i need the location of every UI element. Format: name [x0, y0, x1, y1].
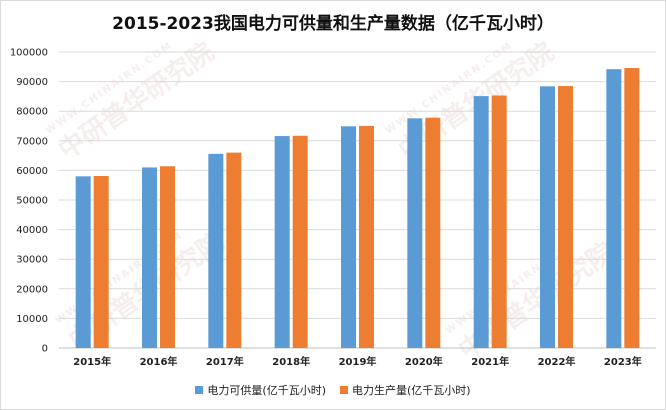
bar-supply [208, 153, 224, 348]
legend-label-production: 电力生产量(亿千瓦小时) [352, 384, 471, 397]
x-tick-label: 2023年 [604, 355, 642, 368]
chart-title: 2015-2023我国电力可供量和生产量数据（亿千瓦小时） [112, 14, 554, 34]
bar-production [160, 166, 175, 348]
bar-supply [606, 69, 622, 348]
bar-production [491, 95, 507, 349]
x-tick-label: 2017年 [206, 355, 244, 368]
bar-production [93, 176, 109, 348]
y-tick-label: 30000 [16, 255, 48, 266]
y-tick-label: 70000 [16, 136, 48, 147]
x-tick-label: 2020年 [405, 355, 443, 368]
legend-label-supply: 电力可供量(亿千瓦小时) [207, 384, 326, 397]
bar-production [359, 126, 374, 348]
y-tick-label: 10000 [16, 314, 48, 325]
x-tick-label: 2019年 [339, 355, 377, 368]
bar-production [226, 152, 242, 348]
x-tick-label: 2021年 [471, 355, 509, 368]
bar-production [624, 67, 640, 348]
y-tick-label: 80000 [16, 107, 48, 118]
legend-item-supply: 电力可供量(亿千瓦小时) [195, 382, 326, 398]
legend-swatch-production [340, 386, 348, 394]
bar-supply [473, 96, 489, 348]
bar-production [558, 86, 573, 348]
bar-supply [75, 176, 91, 348]
x-tick-label: 2015年 [73, 355, 111, 368]
x-tick-label: 2016年 [140, 355, 178, 368]
bar-production [425, 117, 441, 348]
legend: 电力可供量(亿千瓦小时) 电力生产量(亿千瓦小时) [1, 382, 665, 398]
x-tick-label: 2022年 [538, 355, 576, 368]
y-tick-label: 90000 [16, 77, 48, 88]
y-tick-label: 0 [42, 344, 48, 355]
bar-supply [540, 86, 555, 348]
legend-swatch-supply [195, 386, 204, 394]
legend-item-production: 电力生产量(亿千瓦小时) [340, 382, 471, 398]
x-tick-label: 2018年 [272, 355, 310, 368]
bar-supply [407, 118, 423, 348]
y-tick-label: 50000 [16, 196, 48, 207]
bar-supply [142, 167, 157, 348]
bar-production [292, 135, 308, 348]
y-tick-label: 100000 [10, 48, 48, 59]
y-tick-label: 40000 [16, 225, 48, 236]
bar-supply [274, 136, 290, 348]
y-tick-label: 20000 [16, 284, 48, 295]
y-tick-label: 60000 [16, 166, 48, 177]
bar-supply [341, 126, 356, 349]
